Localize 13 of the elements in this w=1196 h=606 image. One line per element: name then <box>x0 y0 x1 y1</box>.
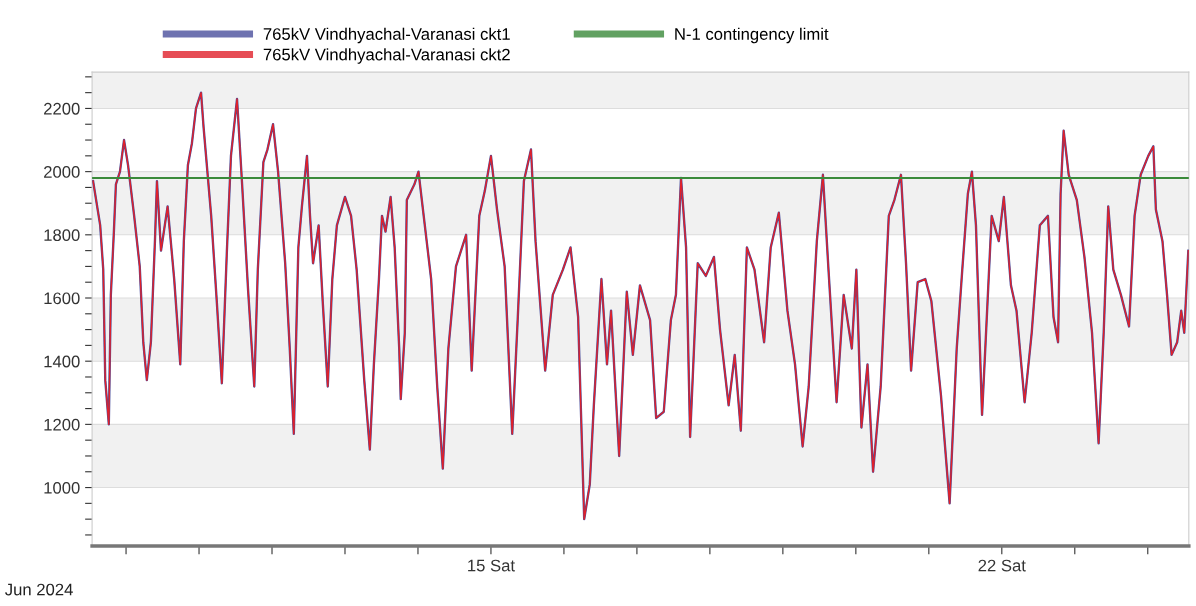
legend-label: 765kV Vindhyachal-Varanasi ckt2 <box>263 48 510 64</box>
text: Jun 2024 <box>5 583 73 596</box>
y-tick-label: 1400 <box>44 355 80 368</box>
y-tick-label: 1800 <box>44 229 80 242</box>
y-tick-label: 1000 <box>44 481 80 494</box>
y-tick-label: 2000 <box>44 166 80 178</box>
x-tick-label: 22 Sat <box>978 559 1026 572</box>
y-tick-label: 1600 <box>44 292 80 305</box>
x-tick-label: 15 Sat <box>468 559 515 572</box>
legend-label: 765kV Vindhyachal-Varanasi ckt1 <box>263 27 510 44</box>
legend-label: N-1 contingency limit <box>675 27 829 44</box>
y-tick-label: 2200 <box>44 102 80 115</box>
y-tick-label: 1200 <box>44 418 80 431</box>
